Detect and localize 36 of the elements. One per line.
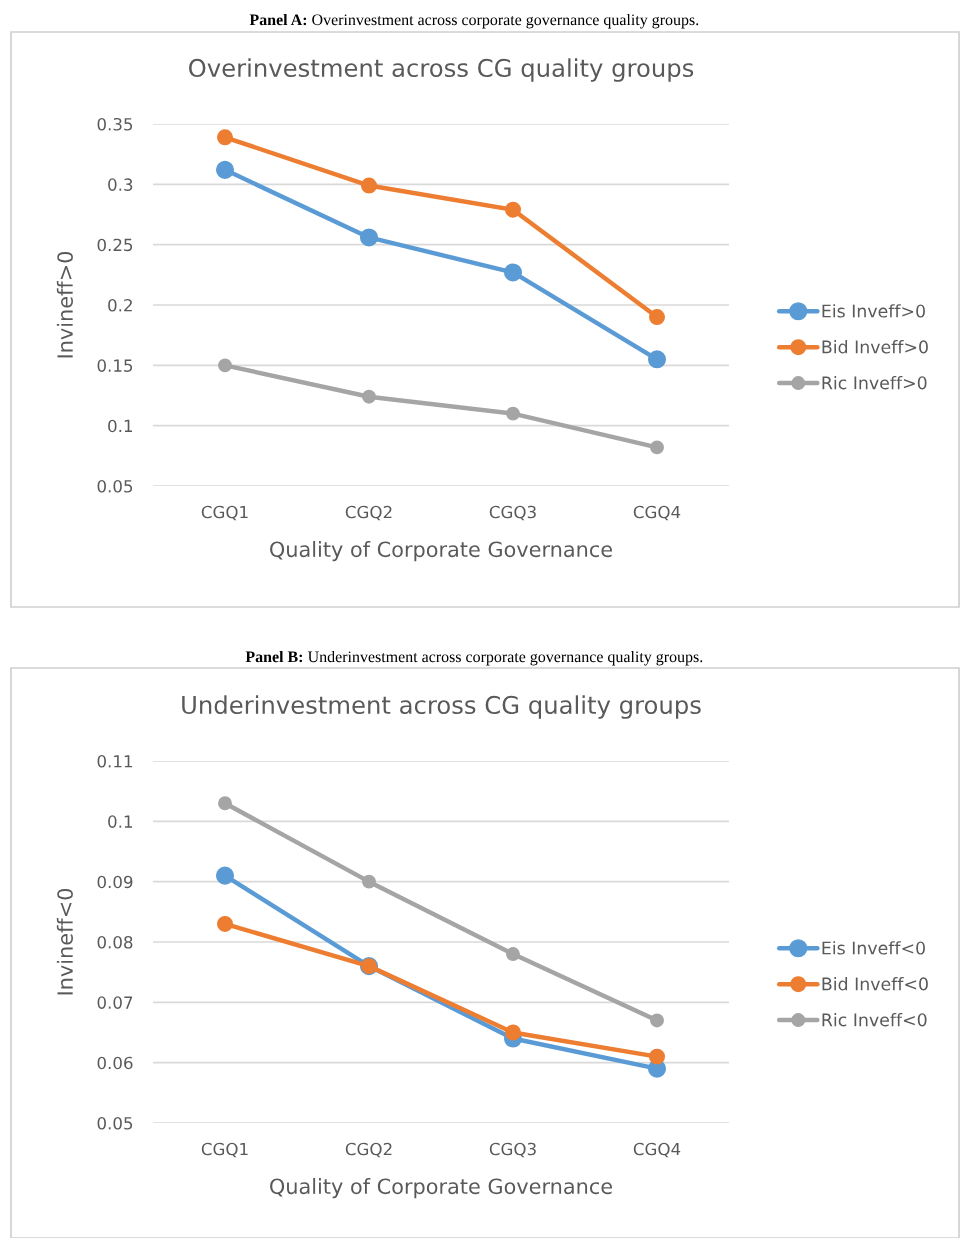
x-tick-label: CGQ4 xyxy=(633,505,681,521)
text: Panel B: Underinvestment across corporate governance quality groups. xyxy=(245,650,703,666)
x-tick-label: CGQ2 xyxy=(345,1142,392,1158)
y-tick-label: 0.1 xyxy=(108,419,133,433)
y-tick-label: 0.1 xyxy=(108,815,133,828)
y-tick-label: 0.25 xyxy=(97,238,133,252)
x-axis-title: Quality of Corporate Governance xyxy=(270,541,612,562)
y-tick-label: 0.05 xyxy=(97,1116,133,1130)
y-axis-title: Invineff<0 xyxy=(56,888,73,995)
legend-label: Bid Inveff>0 xyxy=(822,340,928,354)
y-tick-label: 0.35 xyxy=(97,117,133,131)
x-tick-label: CGQ4 xyxy=(633,1142,681,1158)
y-tick-label: 0.05 xyxy=(97,479,133,493)
x-tick-label: CGQ2 xyxy=(345,505,392,521)
legend-label: Ric Inveff>0 xyxy=(822,375,927,390)
y-tick-label: 0.2 xyxy=(108,298,132,312)
chart-title: Underinvestment across CG quality groups xyxy=(182,695,701,719)
chart-title: Overinvestment across CG quality groups xyxy=(189,58,694,82)
y-tick-label: 0.3 xyxy=(108,178,133,191)
legend-label: Ric Inveff<0 xyxy=(822,1012,927,1027)
y-tick-label: 0.15 xyxy=(97,359,133,372)
text: Panel A: Overinvestment across corporate governance quality groups. xyxy=(249,13,699,29)
x-axis-title: Quality of Corporate Governance xyxy=(270,1178,612,1199)
x-tick-label: CGQ1 xyxy=(201,1142,248,1158)
y-tick-label: 0.08 xyxy=(97,935,133,949)
legend-label: Eis Inveff>0 xyxy=(822,304,925,318)
x-tick-label: CGQ3 xyxy=(489,505,536,521)
y-tick-label: 0.06 xyxy=(97,1056,133,1070)
y-tick-label: 0.09 xyxy=(97,875,133,889)
legend-label: Bid Inveff<0 xyxy=(822,977,928,991)
x-tick-label: CGQ3 xyxy=(489,1142,536,1158)
y-axis-title: Invineff>0 xyxy=(56,251,73,358)
y-tick-label: 0.11 xyxy=(97,754,133,768)
y-tick-label: 0.07 xyxy=(97,996,133,1009)
legend-label: Eis Inveff<0 xyxy=(822,941,925,955)
x-tick-label: CGQ1 xyxy=(201,505,248,521)
